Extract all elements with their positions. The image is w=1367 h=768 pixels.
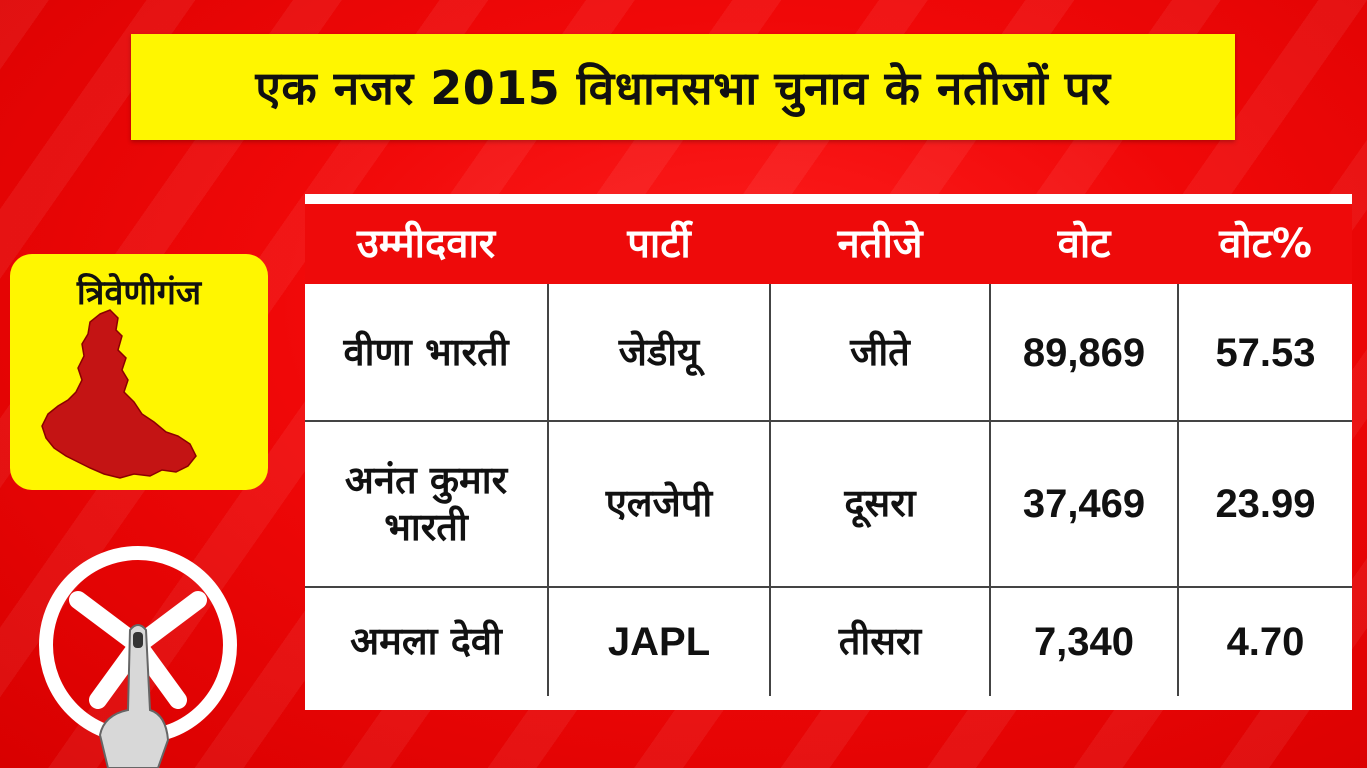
column-divider: [769, 284, 771, 696]
constituency-map-icon: [41, 309, 197, 479]
row-1-vote-percent: 57.53: [1215, 331, 1316, 375]
constituency-card: त्रिवेणीगंज: [10, 254, 268, 490]
column-divider: [989, 284, 991, 696]
row-3-vote-percent: 4.70: [1226, 620, 1305, 664]
header-vote-percent: वोट%: [1219, 221, 1312, 267]
row-divider: [305, 420, 1352, 422]
column-divider: [547, 284, 549, 696]
header-party: पार्टी: [627, 221, 691, 267]
constituency-name: त्रिवेणीगंज: [76, 273, 202, 313]
row-1-candidate: वीणा भारती: [343, 330, 509, 375]
row-1-votes: 89,869: [1022, 331, 1146, 375]
row-3-candidate: अमला देवी: [350, 619, 502, 664]
title-banner: एक नजर 2015 विधानसभा चुनाव के नतीजों पर: [131, 34, 1235, 140]
row-1-result: जीते: [850, 330, 910, 375]
header-result: नतीजे: [837, 221, 923, 267]
row-2-vote-percent: 23.99: [1215, 482, 1316, 526]
results-table: उम्मीदवार पार्टी नतीजे वोट वोट% वीणा भार…: [305, 194, 1352, 710]
row-1-party: जेडीयू: [618, 330, 700, 375]
row-3-result: तीसरा: [838, 619, 922, 664]
header-candidate: उम्मीदवार: [356, 221, 496, 267]
row-2-candidate: अनंत कुमार भारती: [344, 457, 508, 550]
header-votes: वोट: [1057, 221, 1111, 267]
row-divider: [305, 586, 1352, 588]
row-2-votes: 37,469: [1022, 482, 1146, 526]
column-divider: [1177, 284, 1179, 696]
table-header-row: [305, 204, 1352, 284]
row-2-party: एलजेपी: [605, 481, 713, 526]
row-3-votes: 7,340: [1033, 620, 1135, 664]
row-3-party: JAPL: [607, 620, 711, 664]
row-2-result: दूसरा: [844, 481, 916, 526]
election-symbol-icon: [39, 546, 237, 768]
page-title: एक नजर 2015 विधानसभा चुनाव के नतीजों पर: [255, 61, 1111, 115]
